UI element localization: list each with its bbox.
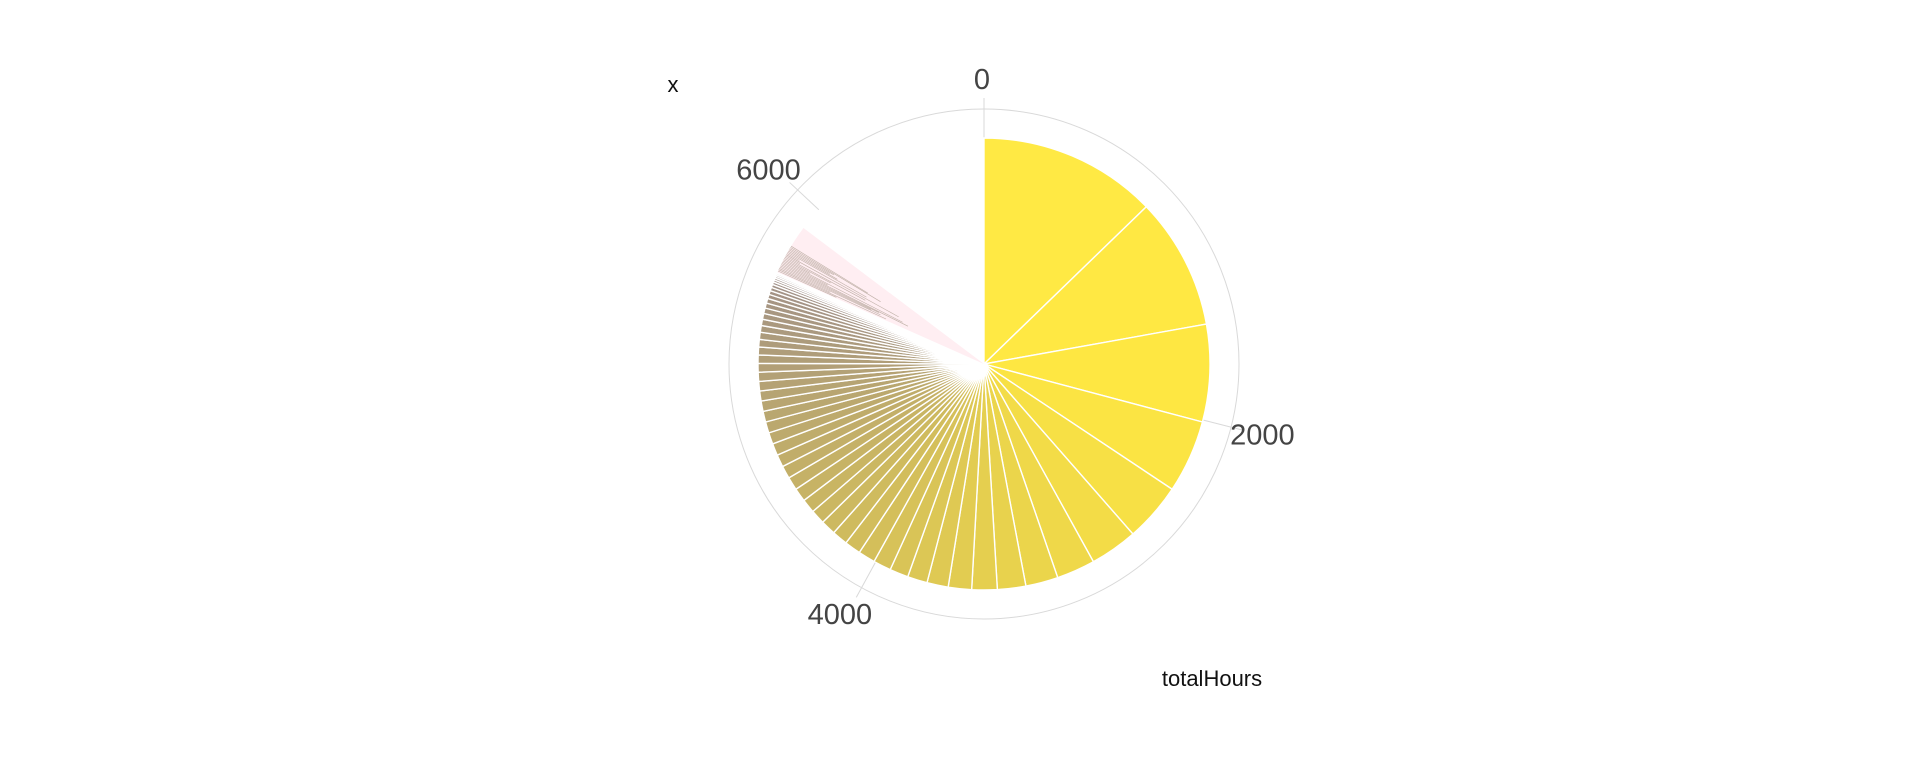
tick-label-4000: 4000: [808, 599, 873, 631]
y-axis-title: totalHours: [1162, 666, 1262, 691]
tick-label-0: 0: [974, 64, 990, 96]
tick-label-2000: 2000: [1230, 420, 1295, 452]
tick-label-6000: 6000: [736, 154, 801, 186]
grid-spoke-4000: [856, 562, 875, 597]
pie-slices: [758, 138, 1210, 590]
x-axis-title: x: [668, 72, 679, 97]
grid-spoke-6000: [790, 182, 819, 209]
